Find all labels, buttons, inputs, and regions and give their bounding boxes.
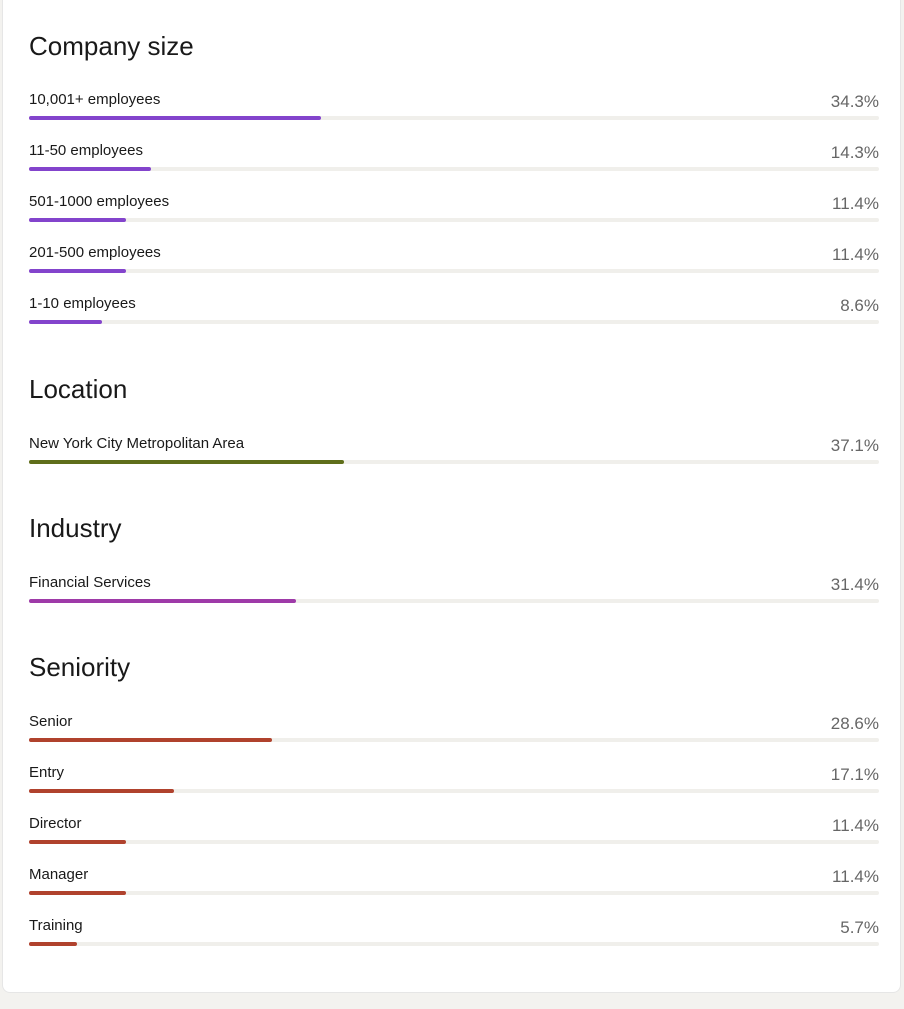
progress-track xyxy=(29,116,879,120)
row-label: Director xyxy=(29,815,82,832)
row-percentage: 11.4% xyxy=(832,245,879,264)
list-item: New York City Metropolitan Area 37.1% xyxy=(29,434,879,485)
row-percentage: 17.1% xyxy=(830,765,879,784)
list-item: 501-1000 employees 11.4% xyxy=(29,192,879,243)
progress-track xyxy=(29,269,879,273)
progress-track xyxy=(29,599,879,603)
progress-fill xyxy=(29,218,126,222)
row-percentage: 28.6% xyxy=(830,714,879,733)
row-percentage: 11.4% xyxy=(832,816,879,835)
section-title: Industry xyxy=(29,513,122,543)
row-percentage: 11.4% xyxy=(832,867,879,886)
progress-fill xyxy=(29,942,78,946)
location-section: Location New York City Metropolitan Area… xyxy=(29,373,879,485)
row-percentage: 8.6% xyxy=(840,296,879,315)
progress-track xyxy=(29,840,879,844)
list-item: Senior 28.6% xyxy=(29,712,879,763)
row-label: New York City Metropolitan Area xyxy=(29,435,245,452)
seniority-section: Seniority Senior 28.6% Entry 17.1% Direc… xyxy=(29,651,879,967)
list-item: Financial Services 31.4% xyxy=(29,573,879,624)
row-percentage: 37.1% xyxy=(830,436,879,455)
row-label: Financial Services xyxy=(29,574,151,591)
progress-track xyxy=(29,218,879,222)
demographics-card: Company size 10,001+ employees 34.3% 11-… xyxy=(2,0,901,993)
progress-track xyxy=(29,320,879,324)
list-item: Training 5.7% xyxy=(29,916,879,967)
row-label: 10,001+ employees xyxy=(29,91,161,108)
section-title: Seniority xyxy=(29,652,131,682)
row-percentage: 11.4% xyxy=(832,194,879,213)
progress-track xyxy=(29,167,879,171)
section-title: Company size xyxy=(29,31,194,61)
progress-track xyxy=(29,789,879,793)
row-label: 1-10 employees xyxy=(29,295,136,312)
progress-track xyxy=(29,942,879,946)
progress-fill xyxy=(29,460,345,464)
list-item: 201-500 employees 11.4% xyxy=(29,243,879,294)
company-size-section: Company size 10,001+ employees 34.3% 11-… xyxy=(29,30,879,345)
progress-fill xyxy=(29,269,126,273)
progress-track xyxy=(29,460,879,464)
row-label: Manager xyxy=(29,866,89,883)
progress-fill xyxy=(29,789,175,793)
row-label: 201-500 employees xyxy=(29,244,161,261)
progress-track xyxy=(29,738,879,742)
row-label: Senior xyxy=(29,713,73,730)
progress-fill xyxy=(29,891,126,895)
row-label: 11-50 employees xyxy=(29,142,143,159)
industry-section: Industry Financial Services 31.4% xyxy=(29,512,879,624)
row-percentage: 5.7% xyxy=(840,918,879,937)
progress-track xyxy=(29,891,879,895)
section-title: Location xyxy=(29,374,128,404)
list-item: 10,001+ employees 34.3% xyxy=(29,90,879,141)
list-item: Director 11.4% xyxy=(29,814,879,865)
row-percentage: 34.3% xyxy=(830,92,879,111)
list-item: Entry 17.1% xyxy=(29,763,879,814)
progress-fill xyxy=(29,599,296,603)
row-label: Training xyxy=(29,917,83,934)
row-percentage: 31.4% xyxy=(830,575,879,594)
list-item: 1-10 employees 8.6% xyxy=(29,294,879,345)
progress-fill xyxy=(29,320,103,324)
list-item: Manager 11.4% xyxy=(29,865,879,916)
row-label: Entry xyxy=(29,764,65,781)
progress-fill xyxy=(29,116,321,120)
list-item: 11-50 employees 14.3% xyxy=(29,141,879,192)
row-percentage: 14.3% xyxy=(830,143,879,162)
row-label: 501-1000 employees xyxy=(29,193,170,210)
progress-fill xyxy=(29,738,273,742)
progress-fill xyxy=(29,167,151,171)
progress-fill xyxy=(29,840,126,844)
